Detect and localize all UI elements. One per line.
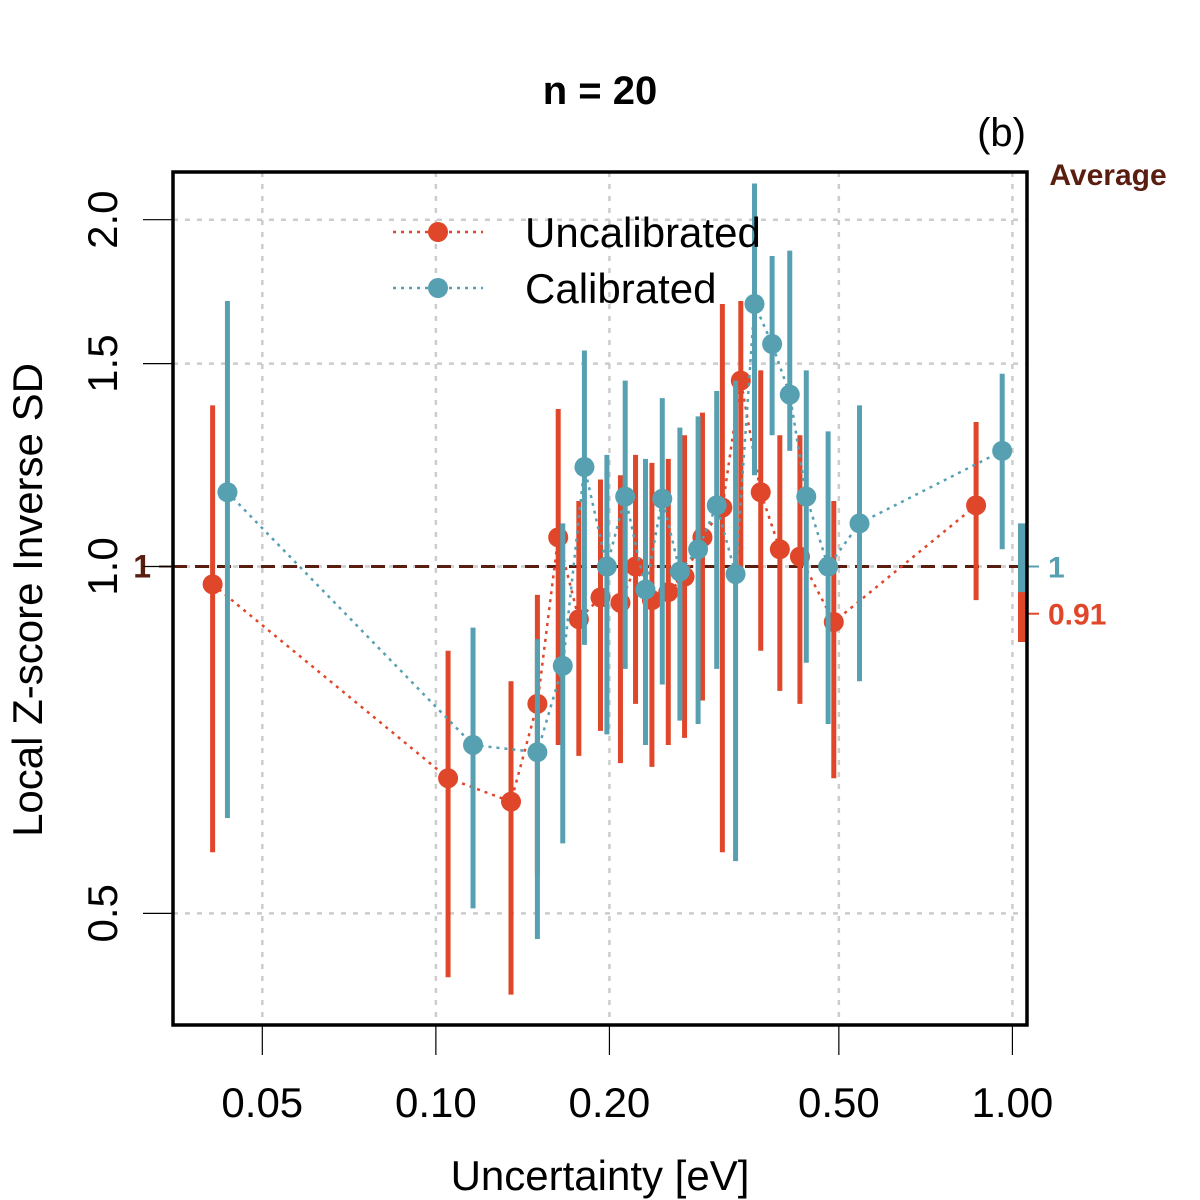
average-title: Average bbox=[1049, 159, 1166, 192]
calibrated-point bbox=[779, 384, 800, 405]
legend-calibrated-label: Calibrated bbox=[525, 265, 716, 312]
calibrated-point bbox=[725, 564, 746, 585]
calibrated-point bbox=[596, 556, 617, 577]
y-tick-label: 0.5 bbox=[79, 884, 126, 942]
calibrated-point bbox=[796, 486, 817, 507]
uncalibrated-point bbox=[966, 495, 987, 516]
x-tick-label: 0.50 bbox=[798, 1079, 880, 1126]
uncalibrated-point bbox=[625, 556, 646, 577]
x-tick-label: 0.20 bbox=[569, 1079, 651, 1126]
series-uncalibrated bbox=[202, 301, 987, 995]
calibrated-connector-line bbox=[226, 303, 1003, 754]
series-calibrated bbox=[217, 183, 1013, 940]
x-tick-label: 0.05 bbox=[221, 1079, 303, 1126]
chart-title: n = 20 bbox=[543, 69, 658, 113]
panel-label: (b) bbox=[977, 111, 1026, 155]
calibrated-point bbox=[552, 655, 573, 676]
calibrated-point bbox=[818, 556, 839, 577]
calibrated-point bbox=[762, 334, 783, 355]
legend-uncalibrated-marker bbox=[428, 222, 448, 242]
calibrated-point bbox=[706, 495, 727, 516]
y-tick-label: 2.0 bbox=[79, 190, 126, 248]
calibrated-point bbox=[615, 486, 636, 507]
x-tick-label: 0.10 bbox=[395, 1079, 477, 1126]
uncalibrated-point bbox=[501, 791, 522, 812]
calibrated-point bbox=[217, 482, 238, 503]
axes: 0.05 0.10 0.20 0.50 1.00 0.5 1.0 1.5 2.0 bbox=[79, 190, 1053, 1126]
uncalibrated-point bbox=[769, 539, 790, 560]
calibrated-point bbox=[849, 513, 870, 534]
calibrated-point bbox=[652, 488, 673, 509]
average-label: 1 bbox=[1048, 552, 1065, 585]
calibrated-point bbox=[635, 579, 656, 600]
x-axis-label: Uncertainty [eV] bbox=[451, 1152, 750, 1199]
calibrated-point bbox=[527, 742, 548, 763]
x-tick-label: 1.00 bbox=[972, 1079, 1054, 1126]
legend: Uncalibrated Calibrated bbox=[393, 209, 761, 312]
series-group bbox=[202, 183, 1013, 995]
uncalibrated-point bbox=[202, 574, 223, 595]
calibrated-point bbox=[744, 293, 765, 314]
calibrated-point bbox=[669, 561, 690, 582]
calibrated-point bbox=[574, 457, 595, 478]
average-group: 10.91 bbox=[1018, 523, 1106, 642]
reference-line-label: 1 bbox=[133, 549, 151, 585]
average-label: 0.91 bbox=[1048, 599, 1106, 632]
legend-uncalibrated-label: Uncalibrated bbox=[525, 209, 761, 256]
calibrated-point bbox=[992, 440, 1013, 461]
legend-calibrated-marker bbox=[428, 278, 448, 298]
y-tick-label: 1.5 bbox=[79, 334, 126, 392]
uncalibrated-connector-line bbox=[211, 380, 977, 804]
uncalibrated-point bbox=[438, 768, 459, 789]
y-axis-label: Local Z-score Inverse SD bbox=[4, 363, 51, 837]
calibrated-point bbox=[688, 539, 709, 560]
y-tick-label: 1.0 bbox=[79, 537, 126, 595]
uncalibrated-point bbox=[750, 482, 771, 503]
plot-frame bbox=[171, 170, 1029, 1027]
calibrated-point bbox=[463, 734, 484, 755]
